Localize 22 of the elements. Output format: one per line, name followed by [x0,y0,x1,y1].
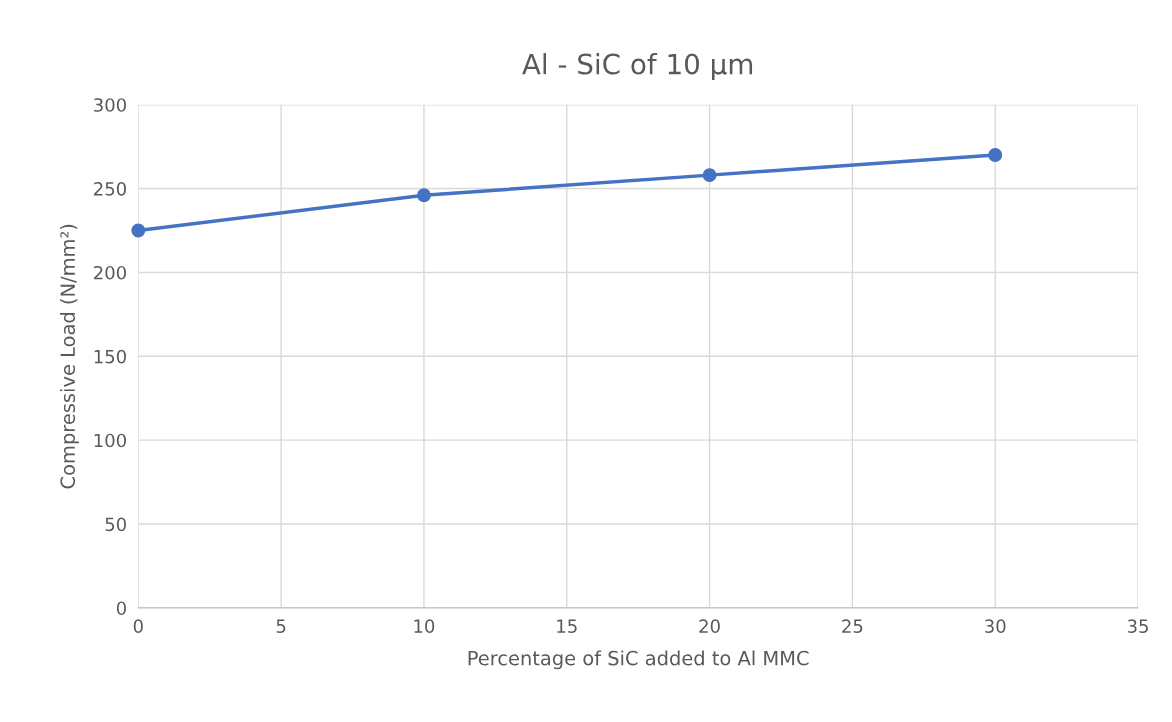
y-tick-label: 150 [94,349,126,364]
point [131,223,146,238]
x-tick-label: 35 [1127,619,1148,634]
x-tick-label: 0 [133,619,143,634]
chart-title: Al - SiC of 10 µm [522,53,753,80]
x-tick-label: 30 [985,619,1006,634]
x-tick-label: 20 [699,619,720,634]
x-tick-label: 25 [842,619,863,634]
point [416,188,431,203]
y-tick-label: 0 [116,601,126,616]
x-axis-title: Percentage of SiC added to Al MMC [468,650,809,670]
x-tick-label: 10 [414,619,435,634]
y-axis-title: Compressive Load (N/mm²) [60,224,79,489]
x-tick-label: 5 [276,619,286,634]
point [702,168,717,183]
y-tick-label: 300 [94,98,126,112]
y-tick-label: 250 [94,182,126,196]
y-tick-label: 200 [94,265,126,280]
y-tick-label: 50 [105,517,126,532]
point [988,148,1003,162]
y-tick-label: 100 [94,433,126,448]
x-tick-label: 15 [557,619,577,634]
